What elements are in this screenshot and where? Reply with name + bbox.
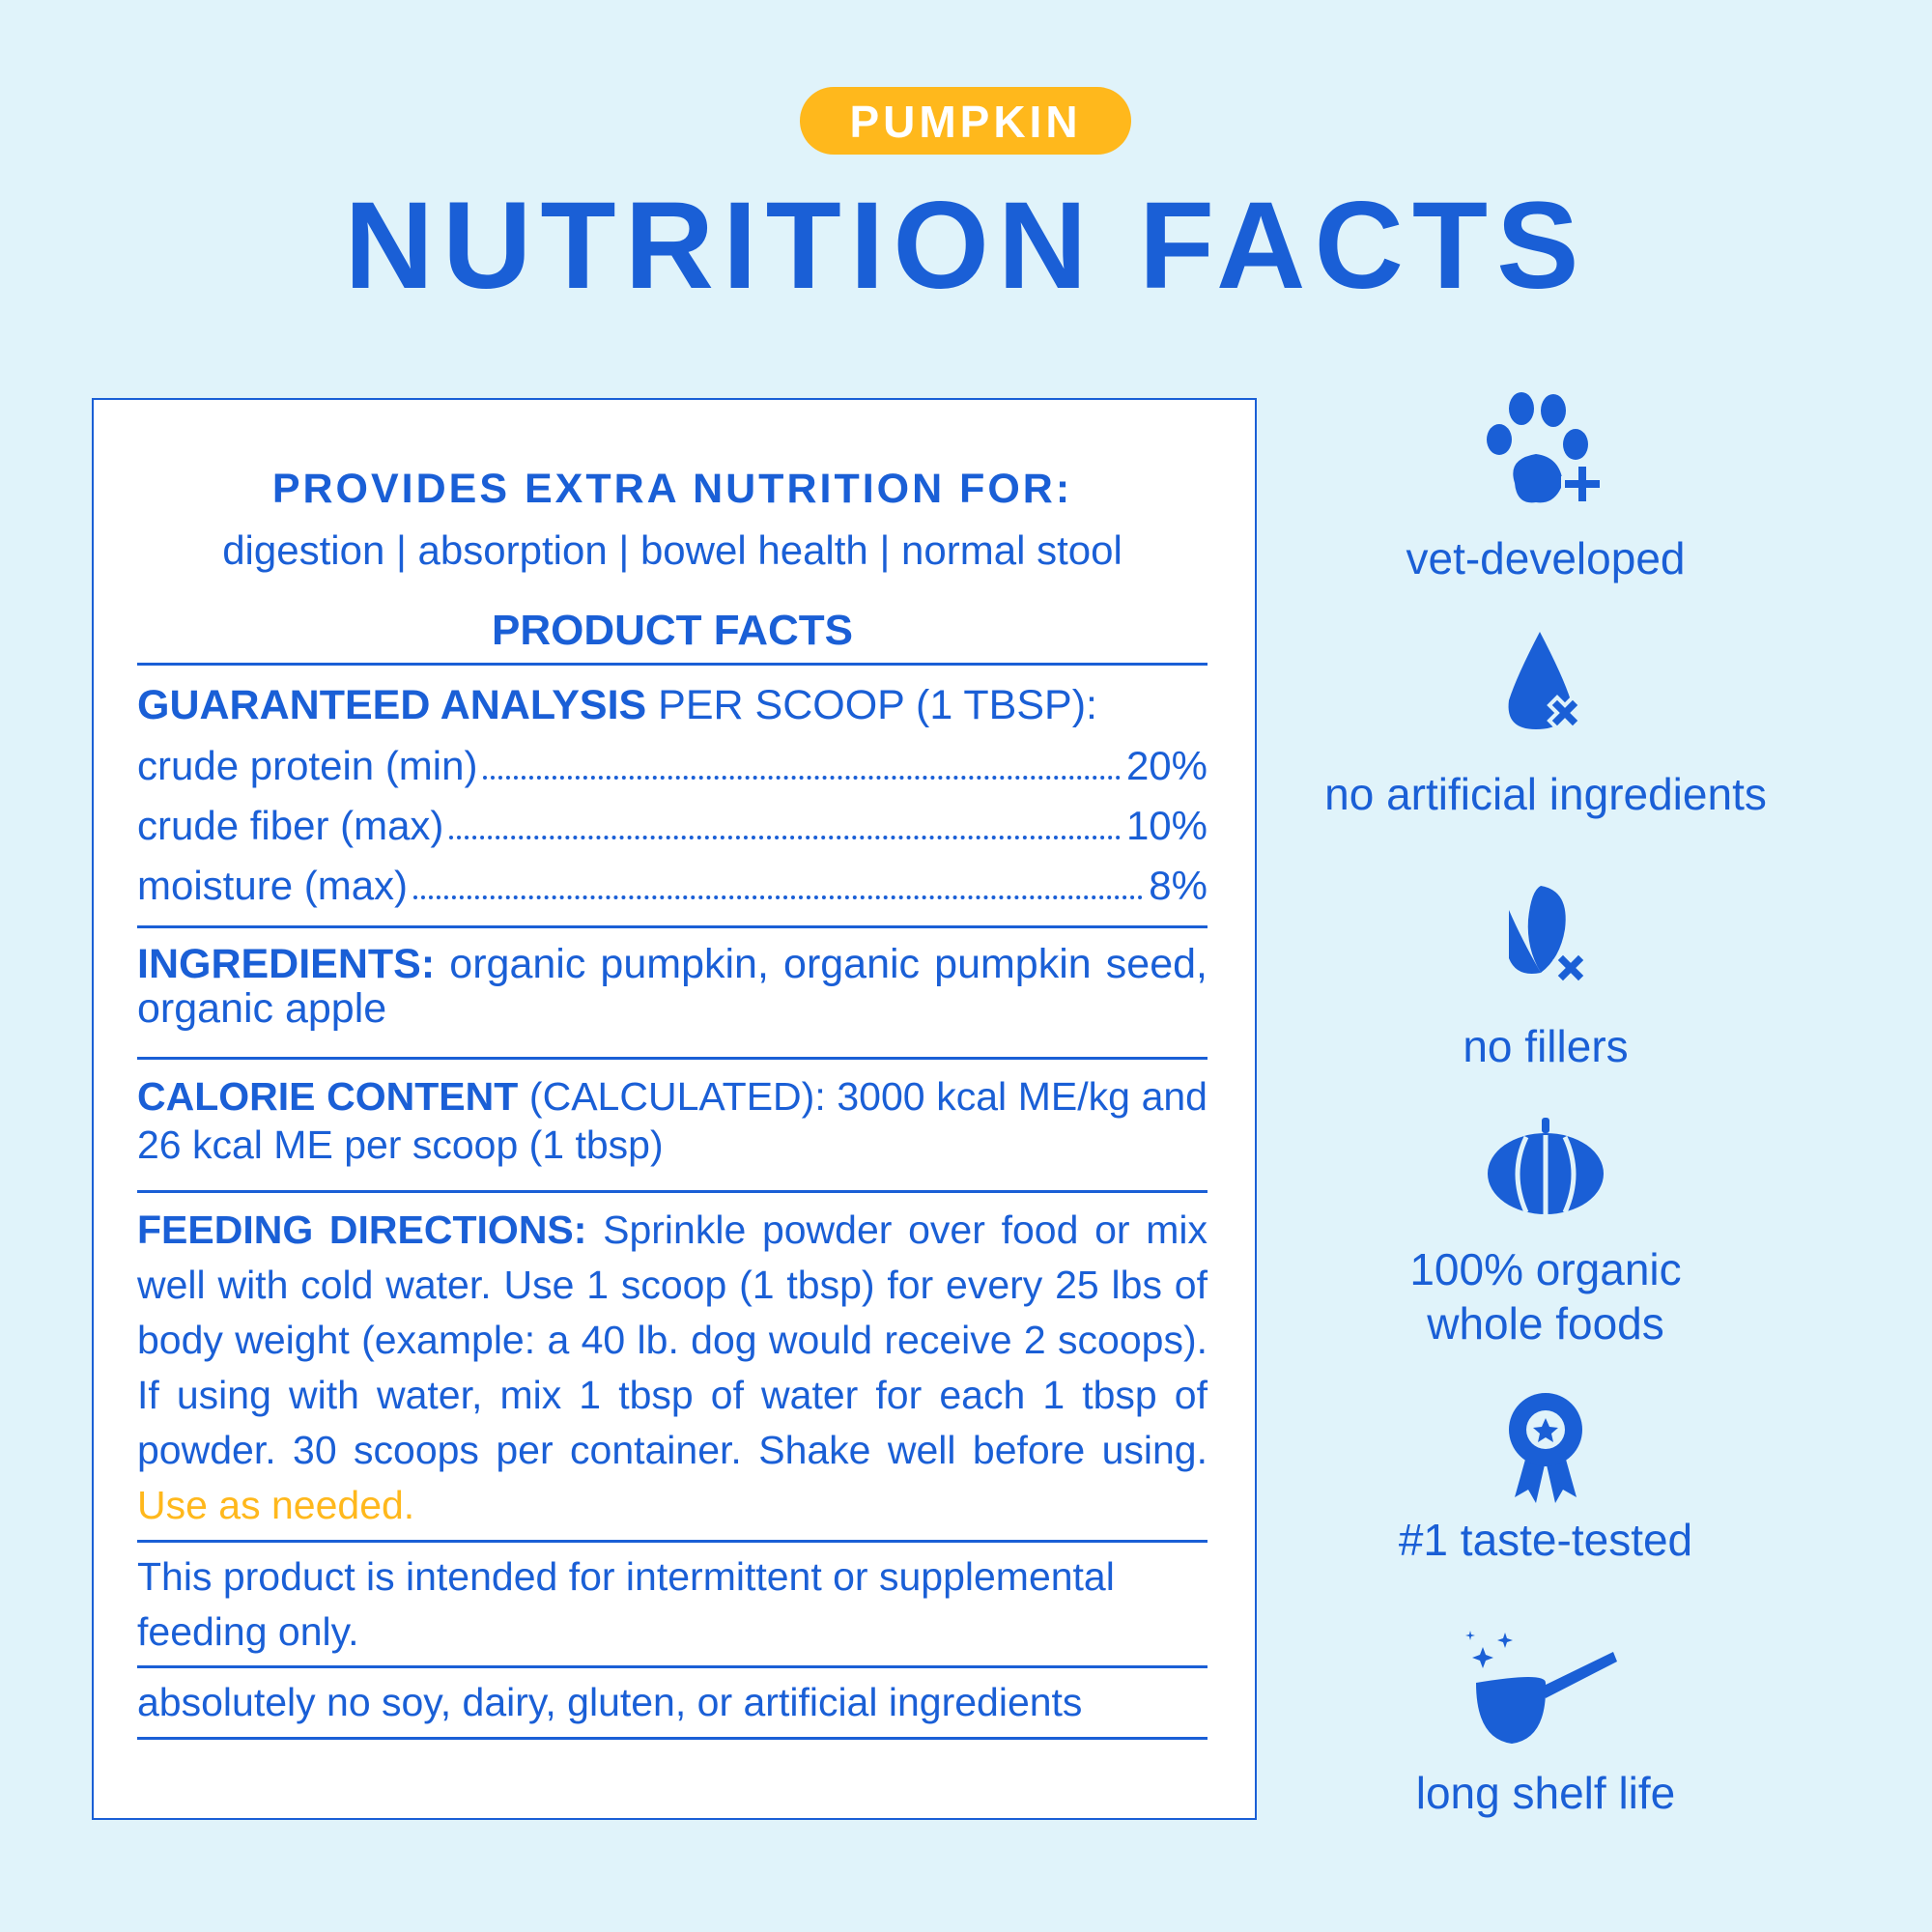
analysis-row: crude fiber (max) 10% [137,796,1208,856]
analysis-heading: GUARANTEED ANALYSIS PER SCOOP (1 TBSP): [137,678,1208,733]
provides-list: digestion | absorption | bowel health | … [222,527,1122,573]
divider [137,1737,1208,1740]
row-value: 20% [1125,743,1208,788]
leader-dots [413,895,1144,899]
leader-dots [483,776,1121,780]
leader-dots [449,836,1121,839]
row-name: moisture (max) [137,863,409,908]
free-from-note: absolutely no soy, dairy, gluten, or art… [137,1680,1083,1724]
award-ribbon-icon [1509,1393,1582,1503]
divider [137,1665,1208,1668]
feature-label: #1 taste-tested [1398,1515,1693,1565]
row-value: 10% [1125,803,1208,848]
flavor-badge: PUMPKIN [800,87,1131,155]
ingredients-text: organic pumpkin, organic pumpkin seed, o… [137,941,1208,1032]
calorie-label: CALORIE CONTENT [137,1074,519,1119]
row-name: crude fiber (max) [137,803,444,848]
feature-label: vet-developed [1406,533,1686,583]
feeding-highlight: Use as needed. [137,1483,415,1527]
analysis-table: crude protein (min) 20% crude fiber (max)… [137,736,1208,916]
analysis-suffix: PER SCOOP (1 TBSP): [646,682,1097,728]
row-name: crude protein (min) [137,743,478,788]
analysis-row: moisture (max) 8% [137,856,1208,916]
feature-label: 100% organic whole foods [1409,1244,1682,1349]
feature-label: long shelf life [1415,1768,1676,1818]
feeding-label: FEEDING DIRECTIONS: [137,1208,587,1252]
product-facts-heading: PRODUCT FACTS [492,607,853,654]
divider [137,1540,1208,1543]
paw-plus-icon [1487,392,1604,505]
page-title: NUTRITION FACTS [344,177,1588,315]
divider [137,1190,1208,1193]
feeding-text: Sprinkle powder over food or mix well wi… [137,1208,1208,1472]
calorie-content: CALORIE CONTENT (CALCULATED): 3000 kcal … [137,1072,1208,1169]
pumpkin-icon [1488,1118,1604,1214]
ingredients: INGREDIENTS: organic pumpkin, organic pu… [137,942,1208,1031]
row-value: 8% [1149,863,1208,908]
provides-title: PROVIDES EXTRA NUTRITION FOR: [271,466,1073,512]
intermittent-note: This product is intended for intermitten… [137,1554,1115,1654]
feeding-directions: FEEDING DIRECTIONS: Sprinkle powder over… [137,1203,1208,1533]
divider [137,925,1208,928]
divider [137,1057,1208,1060]
divider [137,663,1208,666]
corn-x-icon [1509,886,1589,986]
analysis-label: GUARANTEED ANALYSIS [137,682,647,728]
nutrition-panel [92,398,1257,1820]
drop-x-icon [1508,632,1583,731]
ingredients-label: INGREDIENTS: [137,941,436,987]
feature-label: no artificial ingredients [1324,769,1767,819]
analysis-row: crude protein (min) 20% [137,736,1208,796]
scoop-icon [1465,1631,1617,1744]
calorie-text: (CALCULATED): 3000 kcal ME/kg and 26 kca… [137,1074,1208,1167]
feature-label: no fillers [1463,1021,1629,1071]
